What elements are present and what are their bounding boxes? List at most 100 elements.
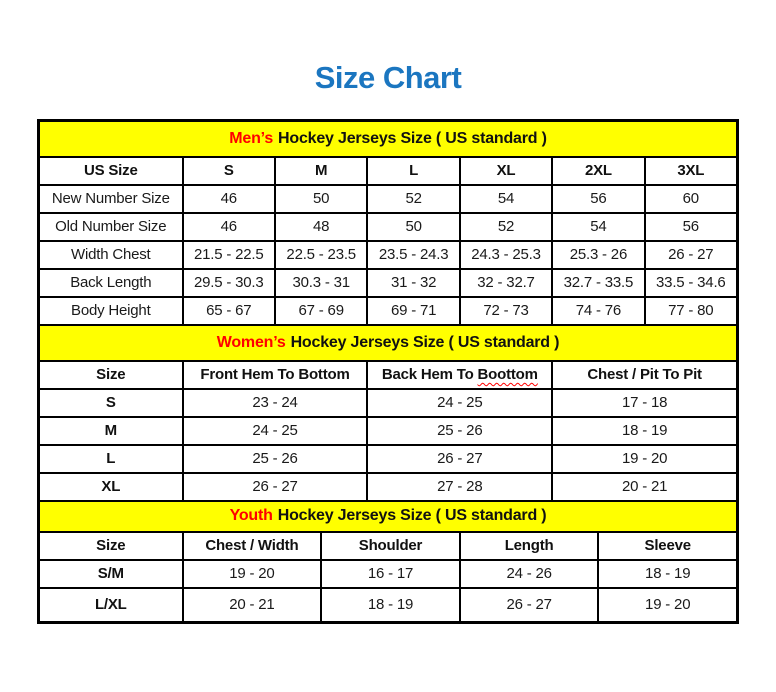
table-row: XL 26 - 27 27 - 28 20 - 21 [38,471,738,502]
column-header: Length [458,530,600,561]
table-cell: 25.3 - 26 [551,239,646,270]
header-row: Size Front Hem To Bottom Back Hem To Boott… [38,359,738,390]
column-header: Size [38,359,184,390]
womens-sizes-section: Women’s Hockey Jerseys Size ( US standar… [38,323,738,502]
table-cell: 33.5 - 34.6 [643,267,739,298]
table-row: Old Number Size 46 48 50 52 54 56 [38,211,739,242]
column-header: Chest / Width [181,530,323,561]
table-row: L 25 - 26 26 - 27 19 - 20 [38,443,738,474]
column-header: Back Hem To Boottom [366,359,554,390]
mens-sizes-section: Men’s Hockey Jerseys Size ( US standard … [38,119,739,326]
row-label: Old Number Size [38,211,184,242]
table-cell: 67 - 69 [273,295,369,326]
table-cell: 24 - 25 [181,415,369,446]
column-header: 3XL [643,155,739,186]
table-cell: 60 [643,183,739,214]
table-cell: 25 - 26 [366,415,554,446]
column-header: Sleeve [597,530,738,561]
table-cell: 18 - 19 [320,586,461,623]
table-cell: 52 [458,211,554,242]
mens-band-text: Hockey Jerseys Size ( US standard ) [278,129,547,147]
row-label: S [38,387,184,418]
size-chart-container: Men’s Hockey Jerseys Size ( US standard … [38,119,739,623]
table-cell: 23.5 - 24.3 [366,239,461,270]
table-cell: 19 - 20 [181,558,323,589]
table-cell: 31 - 32 [366,267,461,298]
table-cell: 46 [181,183,276,214]
row-label: New Number Size [38,183,184,214]
column-header: 2XL [551,155,646,186]
table-row: Back Length 29.5 - 30.3 30.3 - 31 31 - 32 32… [38,267,739,298]
table-cell: 22.5 - 23.5 [273,239,369,270]
table-cell: 74 - 76 [551,295,646,326]
youth-band-highlight: Youth [229,507,273,525]
row-label: Body Height [38,295,184,326]
table-cell: 24 - 25 [366,387,554,418]
column-header: Chest / Pit To Pit [551,359,738,390]
row-label: Back Length [38,267,184,298]
table-cell: 21.5 - 22.5 [181,239,276,270]
row-label: S/M [38,558,184,589]
table-cell: 20 - 21 [551,471,738,502]
table-cell: 17 - 18 [551,387,738,418]
table-cell: 26 - 27 [181,471,369,502]
table-cell: 52 [366,183,461,214]
column-header: M [273,155,369,186]
table-cell: 20 - 21 [181,586,323,623]
youth-sizes-section: Youth Hockey Jerseys Size ( US standard … [38,499,738,623]
row-label: L [38,443,184,474]
table-cell: 72 - 73 [458,295,554,326]
table-cell: 65 - 67 [181,295,276,326]
misspelled-word: Boottom [477,366,538,384]
row-label: XL [38,471,184,502]
table-cell: 24 - 26 [458,558,600,589]
column-header: Size [38,530,184,561]
table-row: S 23 - 24 24 - 25 17 - 18 [38,387,738,418]
table-cell: 48 [273,211,369,242]
table-cell: 25 - 26 [181,443,369,474]
table-row: Width Chest 21.5 - 22.5 22.5 - 23.5 23.5 - … [38,239,739,270]
table-cell: 26 - 27 [643,239,739,270]
table-cell: 69 - 71 [366,295,461,326]
table-cell: 54 [551,211,646,242]
table-cell: 19 - 20 [551,443,738,474]
table-cell: 54 [458,183,554,214]
table-cell: 56 [551,183,646,214]
table-cell: 27 - 28 [366,471,554,502]
womens-size-table: Size Front Hem To Bottom Back Hem To Boott… [38,359,738,502]
table-row: New Number Size 46 50 52 54 56 60 [38,183,739,214]
table-cell: 26 - 27 [458,586,600,623]
youth-table-title-band: Youth Hockey Jerseys Size ( US standard … [38,499,738,533]
table-cell: 32 - 32.7 [458,267,554,298]
table-cell: 32.7 - 33.5 [551,267,646,298]
table-row: L/XL 20 - 21 18 - 19 26 - 27 19 - 20 [38,586,738,623]
womens-band-highlight: Women’s [216,333,286,351]
column-header: S [181,155,276,186]
column-header: Shoulder [320,530,461,561]
table-cell: 56 [643,211,739,242]
youth-size-table: Size Chest / Width Shoulder Length Sleeve S/M… [38,530,738,623]
row-label: Width Chest [38,239,184,270]
table-cell: 23 - 24 [181,387,369,418]
column-header: US Size [38,155,184,186]
womens-table-title-band: Women’s Hockey Jerseys Size ( US standar… [38,323,738,362]
table-cell: 24.3 - 25.3 [458,239,554,270]
table-cell: 50 [273,183,369,214]
table-cell: 30.3 - 31 [273,267,369,298]
table-cell: 19 - 20 [597,586,738,623]
row-label: M [38,415,184,446]
table-cell: 77 - 80 [643,295,739,326]
mens-table-title-band: Men’s Hockey Jerseys Size ( US standard … [38,119,738,158]
page-title: Size Chart [314,60,462,95]
header-row: US Size S M L XL 2XL 3XL [38,155,739,186]
table-cell: 46 [181,211,276,242]
table-cell: 26 - 27 [366,443,554,474]
youth-band-text: Hockey Jerseys Size ( US standard ) [277,507,547,525]
womens-band-text: Hockey Jerseys Size ( US standard ) [290,333,560,351]
column-header: L [366,155,461,186]
column-header: Front Hem To Bottom [181,359,369,390]
mens-band-highlight: Men’s [229,129,274,147]
row-label: L/XL [38,586,184,623]
table-row: M 24 - 25 25 - 26 18 - 19 [38,415,738,446]
table-cell: 50 [366,211,461,242]
